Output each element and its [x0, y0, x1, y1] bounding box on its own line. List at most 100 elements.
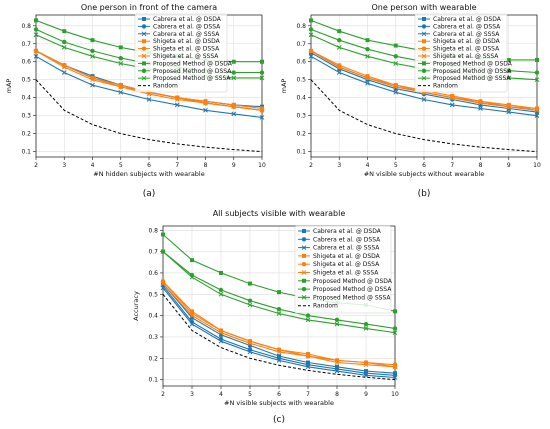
data-point: [392, 364, 398, 370]
x-tick-label: 7: [306, 391, 310, 398]
data-point: [506, 68, 511, 73]
data-point: [421, 97, 427, 102]
legend-marker: [302, 278, 306, 283]
y-tick-label: 0.6: [296, 59, 306, 66]
data-point: [365, 80, 370, 86]
legend-label: Shigeta et al. @ DSSA: [433, 46, 500, 53]
data-point: [336, 45, 342, 50]
legend-label: Cabrera et al. @ DSSA: [433, 23, 501, 30]
series-5: [160, 281, 398, 370]
x-tick-label: 8: [204, 162, 208, 169]
data-point: [308, 48, 314, 54]
data-point: [219, 270, 223, 275]
y-tick-label: 0.8: [296, 23, 306, 30]
legend-label: Proposed Method @ DSSA: [313, 286, 392, 293]
data-point: [259, 115, 265, 120]
data-point: [259, 107, 265, 113]
chart-b: 0.1 0.2 0.3 0.4 0.5 0.6 0.7 0.8 2 3 4 5 6 7 8 9 10 One pe…: [280, 3, 541, 199]
data-point: [260, 59, 264, 64]
x-tick-label: 4: [91, 162, 95, 169]
data-point: [248, 281, 252, 286]
x-tick-label: 3: [62, 162, 66, 169]
y-axis-label: mAP: [280, 79, 288, 94]
data-point: [259, 70, 265, 75]
y-tick-label: 0.2: [21, 131, 31, 138]
figure-caption: (c): [273, 415, 285, 425]
data-point: [90, 77, 95, 83]
data-point: [393, 61, 399, 66]
data-point: [90, 38, 95, 43]
x-tick-label: 10: [391, 391, 399, 398]
data-point: [61, 70, 67, 75]
x-tick-label: 2: [309, 162, 313, 169]
data-point: [231, 59, 236, 64]
legend-marker: [142, 61, 146, 66]
legend-marker: [422, 39, 426, 44]
legend-marker: [421, 31, 427, 37]
series-9: [35, 79, 263, 153]
data-point: [506, 109, 512, 115]
legend-label: Cabrera et al. @ SSSA: [433, 31, 500, 38]
data-point: [365, 75, 370, 81]
data-point: [276, 358, 282, 363]
data-point: [61, 64, 67, 70]
x-tick-label: 9: [232, 162, 236, 169]
data-point: [61, 45, 67, 50]
x-tick-label: 3: [190, 391, 194, 398]
legend-marker: [141, 68, 147, 74]
x-tick-label: 4: [366, 162, 370, 169]
legend-label: Cabrera et al. @ DSDA: [433, 16, 502, 23]
data-point: [62, 39, 67, 45]
data-point: [203, 100, 208, 106]
data-point: [334, 321, 340, 327]
data-point: [90, 48, 95, 54]
legend-label: Shigeta et al. @ SSSA: [433, 53, 499, 60]
legend-marker: [301, 270, 307, 275]
series-9: [162, 293, 396, 381]
data-point: [308, 53, 314, 59]
data-point: [118, 84, 124, 90]
series-line: [310, 79, 538, 153]
data-point: [33, 53, 39, 59]
data-point: [363, 321, 369, 327]
data-point: [118, 45, 123, 50]
legend-marker: [301, 262, 307, 267]
y-axis-label: mAP: [5, 79, 13, 94]
data-point: [393, 54, 398, 59]
x-tick-label: 9: [364, 391, 368, 398]
y-tick-label: 0.5: [148, 291, 158, 298]
chart-title: All subjects visible with wearable: [213, 209, 346, 218]
x-tick-label: 2: [161, 391, 165, 398]
x-tick-label: 5: [394, 162, 398, 169]
data-point: [33, 32, 39, 38]
series-line: [162, 293, 396, 381]
legend-marker: [421, 46, 427, 51]
x-tick-label: 10: [258, 162, 266, 169]
data-point: [118, 61, 124, 66]
data-point: [218, 330, 224, 336]
y-axis-label: Accuracy: [132, 291, 140, 321]
series-2: [33, 53, 265, 120]
legend-label: Cabrera et al. @ DSDA: [313, 228, 382, 235]
y-tick-label: 0.7: [21, 41, 31, 48]
legend-label: Shigeta et al. @ DSSA: [313, 261, 380, 268]
series-2: [308, 53, 540, 119]
data-point: [334, 317, 340, 323]
data-point: [33, 27, 39, 32]
figure-caption: (a): [143, 189, 156, 199]
series-line: [35, 79, 263, 153]
data-point: [534, 107, 540, 113]
data-point: [449, 95, 455, 101]
legend-label: Proposed Method @ SSSA: [153, 75, 231, 82]
legend-label: Cabrera et al. @ DSSA: [313, 236, 381, 243]
legend-box: [134, 13, 228, 93]
legend-marker: [421, 53, 427, 59]
legend-label: Shigeta et al. @ DSDA: [313, 253, 381, 260]
data-point: [189, 274, 195, 280]
x-tick-label: 7: [175, 162, 179, 169]
data-point: [305, 313, 311, 318]
data-point: [393, 309, 397, 314]
data-point: [392, 326, 398, 331]
data-point: [363, 326, 369, 331]
data-point: [308, 27, 314, 32]
